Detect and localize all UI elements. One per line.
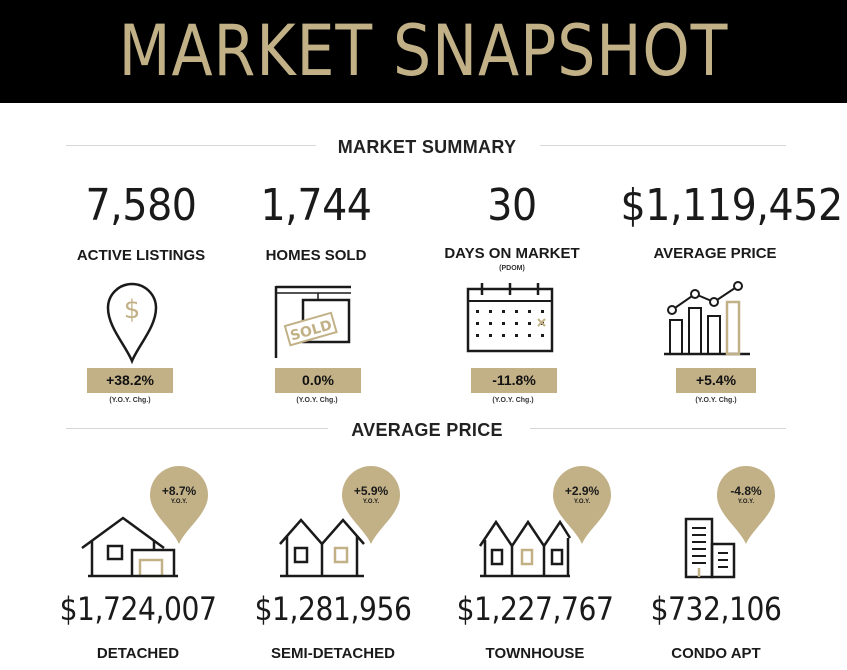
detached-house-icon <box>81 516 178 578</box>
section-title-average-price: AVERAGE PRICE <box>351 420 503 440</box>
property-label: TOWNHOUSE <box>485 645 585 662</box>
change-note: (Y.O.Y. Chg.) <box>296 397 338 404</box>
change-yoy: Y.O.Y. <box>737 499 755 505</box>
change-badge: +38.2% <box>87 368 173 393</box>
change-yoy: Y.O.Y. <box>573 499 591 505</box>
stat-sublabel: (PDOM) <box>499 265 525 272</box>
property-price: $1,227,767 <box>456 590 614 628</box>
property-label: SEMI-DETACHED <box>271 645 395 662</box>
divider-left <box>66 428 328 429</box>
change-yoy: Y.O.Y. <box>362 499 380 505</box>
stat-days-on-market: 30 DAYS ON MARKET (PDOM) -11.8% (Y.O.Y. … <box>407 180 617 410</box>
change-pin-text: +8.7% Y.O.Y. <box>150 484 208 505</box>
change-pct: +8.7% <box>161 484 197 498</box>
property-type-semi-detached: +5.9% Y.O.Y. $1,281,956 SEMI-DETACHED <box>233 460 433 670</box>
change-pin-icon <box>553 466 611 544</box>
stat-label: AVERAGE PRICE <box>653 245 777 262</box>
divider-right <box>540 145 786 146</box>
change-pin-text: -4.8% Y.O.Y. <box>717 484 775 505</box>
divider-left <box>66 145 316 146</box>
property-price: $1,724,007 <box>59 590 217 628</box>
sold-sign-icon: SOLD <box>274 285 351 358</box>
change-yoy: Y.O.Y. <box>170 499 188 505</box>
change-badge: 0.0% <box>275 368 361 393</box>
property-price: $732,106 <box>650 590 782 628</box>
change-pin-icon <box>717 466 775 544</box>
change-note: (Y.O.Y. Chg.) <box>109 397 151 404</box>
stat-homes-sold: 1,744 HOMES SOLD SOLD 0.0% (Y.O.Y. Chg.) <box>211 180 421 410</box>
change-badge: +5.4% <box>676 368 756 393</box>
stat-value: 7,580 <box>85 180 197 231</box>
change-pin-text: +5.9% Y.O.Y. <box>342 484 400 505</box>
change-pin-text: +2.9% Y.O.Y. <box>553 484 611 505</box>
stat-value: $1,119,452 <box>620 180 844 231</box>
stat-active-listings: 7,580 ACTIVE LISTINGS $ +38.2% (Y.O.Y. C… <box>36 180 246 410</box>
change-pin-icon <box>342 466 400 544</box>
stat-label: HOMES SOLD <box>265 247 367 264</box>
change-pct: +5.9% <box>353 484 389 498</box>
property-type-townhouse: +2.9% Y.O.Y. $1,227,767 TOWNHOUSE <box>435 460 635 670</box>
change-note: (Y.O.Y. Chg.) <box>492 397 534 404</box>
townhouse-icon <box>478 519 572 578</box>
stat-value: 30 <box>487 180 537 231</box>
semi-detached-house-icon <box>279 518 365 578</box>
property-price: $1,281,956 <box>254 590 412 628</box>
page-title: MARKET SNAPSHOT <box>118 10 729 92</box>
stat-label: ACTIVE LISTINGS <box>76 247 206 264</box>
property-type-detached: +8.7% Y.O.Y. $1,724,007 DETACHED <box>38 460 238 670</box>
stat-value: 1,744 <box>260 180 372 231</box>
calendar-icon <box>466 283 554 353</box>
stat-label: DAYS ON MARKET <box>444 245 580 262</box>
condo-building-icon <box>684 517 736 579</box>
property-type-condo-apt: -4.8% Y.O.Y. $732,106 CONDO APT <box>616 460 816 670</box>
bar-line-chart-icon <box>664 281 750 356</box>
stat-average-price: $1,119,452 AVERAGE PRICE +5.4% (Y.O.Y. C… <box>610 180 844 410</box>
property-label: DETACHED <box>96 645 180 662</box>
location-pin-dollar-icon: $ <box>106 282 158 364</box>
property-label: CONDO APT <box>671 645 761 662</box>
change-pct: +2.9% <box>564 484 600 498</box>
change-pin-icon <box>150 466 208 544</box>
change-badge: -11.8% <box>471 368 557 393</box>
change-note: (Y.O.Y. Chg.) <box>695 397 737 404</box>
change-pct: -4.8% <box>730 484 762 498</box>
svg-text:$: $ <box>124 295 141 325</box>
header-banner: MARKET SNAPSHOT <box>0 0 847 103</box>
section-title-market-summary: MARKET SUMMARY <box>337 137 517 157</box>
divider-right <box>530 428 786 429</box>
